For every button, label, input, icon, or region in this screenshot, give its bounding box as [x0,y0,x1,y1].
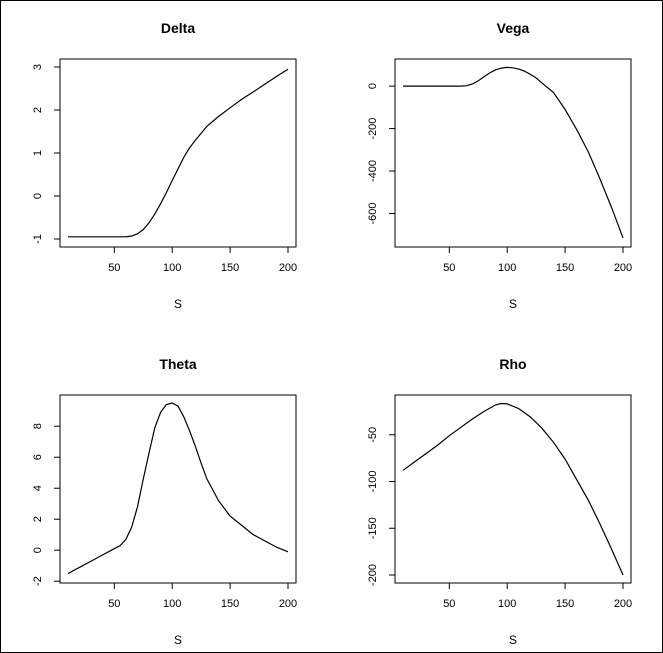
rho-xlabel: S [509,633,517,647]
delta-x-tick-label: 200 [279,262,297,274]
theta-y-tick-label: 6 [32,454,44,460]
theta-y-tick-label: -2 [32,576,44,586]
vega-title: Vega [497,20,530,36]
rho-x-tick-label: 100 [498,598,516,610]
theta-x-tick-label: 100 [163,598,181,610]
delta-title: Delta [161,20,195,36]
theta-y-tick-label: 8 [32,423,44,429]
rho-curve [402,402,624,576]
delta-y-tick-label: -1 [32,234,44,244]
theta-x-tick-label: 50 [108,598,120,610]
vega-y-tick-label: 0 [367,83,379,89]
theta-y-tick-label: 2 [32,516,44,522]
delta-x-tick-label: 150 [221,262,239,274]
theta-panel: Theta S 50 100 150 200 -2 0 2 4 6 8 [32,356,297,647]
rho-title: Rho [499,356,526,372]
theta-y-tick-label: 0 [32,547,44,553]
vega-y-tick-label: -200 [367,118,379,140]
vega-y-tick-label: -400 [367,160,379,182]
rho-x-tick-label: 150 [556,598,574,610]
theta-x-tick-label: 200 [279,598,297,610]
rho-y-tick-label: -150 [367,517,379,539]
vega-curve [403,66,624,239]
delta-y-tick-label: 2 [32,107,44,113]
vega-x-tick-label: 150 [556,262,574,274]
delta-x-tick-label: 100 [163,262,181,274]
vega-x-tick-label: 100 [498,262,516,274]
rho-y-tick-label: -50 [367,427,379,443]
theta-title: Theta [159,356,197,372]
theta-x-tick-label: 150 [221,598,239,610]
delta-y-tick-label: 1 [32,150,44,156]
delta-x-tick-label: 50 [108,262,120,274]
rho-y-tick-label: -200 [367,564,379,586]
rho-x-tick-label: 200 [614,598,632,610]
theta-xlabel: S [174,633,182,647]
rho-y-tick-label: -100 [367,471,379,493]
delta-curve [68,68,289,238]
vega-x-tick-label: 50 [443,262,455,274]
rho-panel: Rho S 50 100 150 200 -50 -100 -150 -200 [367,356,632,647]
vega-xlabel: S [509,297,517,311]
theta-plot-box [59,394,297,584]
delta-y-tick-label: 3 [32,64,44,70]
theta-y-tick-label: 4 [32,485,44,491]
delta-xlabel: S [174,297,182,311]
vega-plot-box [394,58,632,248]
delta-y-tick-label: 0 [32,193,44,199]
theta-curve [67,402,289,575]
vega-x-tick-label: 200 [614,262,632,274]
vega-y-tick-label: -600 [367,203,379,225]
rho-plot-box [394,394,632,584]
rho-x-tick-label: 50 [443,598,455,610]
vega-panel: Vega S 50 100 150 200 0 -200 -400 -600 [367,20,632,311]
delta-panel: Delta S 50 100 150 200 -1 0 1 2 3 [32,20,297,311]
